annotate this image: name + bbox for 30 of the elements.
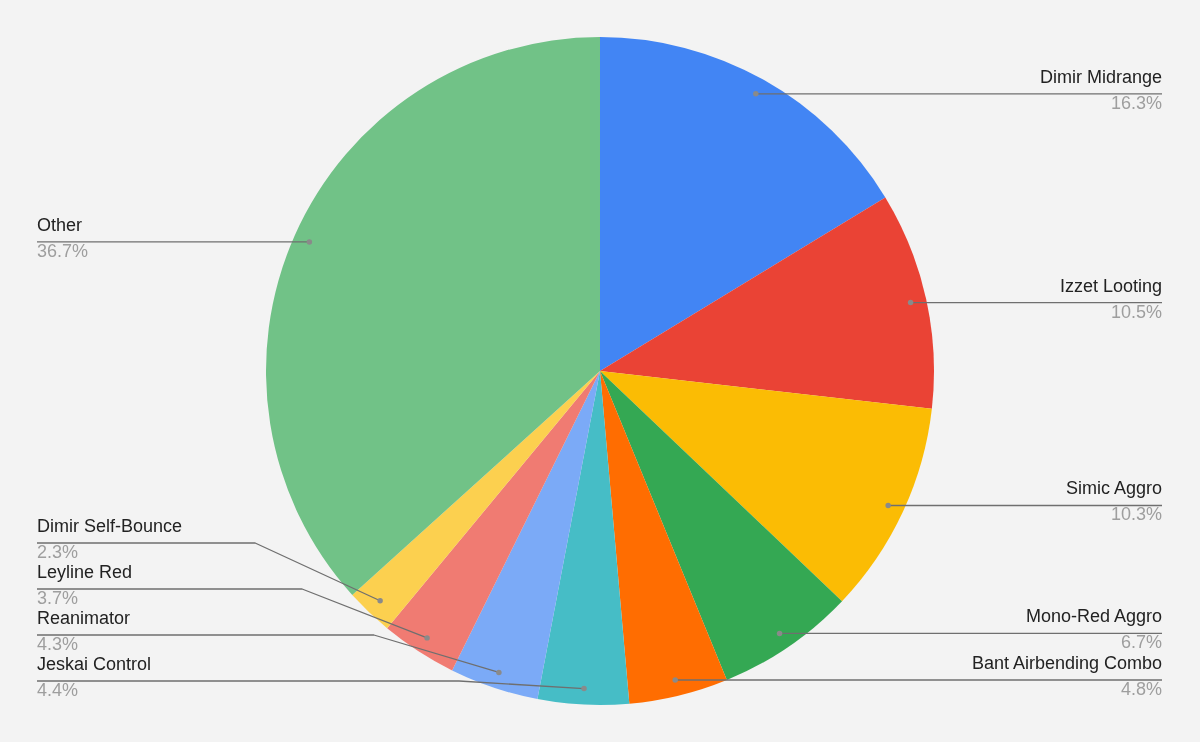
pie-slice — [600, 197, 934, 409]
slice-label: Leyline Red — [37, 562, 133, 582]
slice-label: Other — [37, 214, 83, 235]
data-label: 36.7% — [37, 240, 89, 261]
slice-label: Mono-Red Aggro — [1025, 606, 1162, 627]
pie-slice — [600, 37, 886, 371]
data-label: 4.4% — [37, 680, 79, 700]
data-label: 4.3% — [37, 634, 79, 654]
data-label: 10.3% — [1110, 504, 1162, 525]
data-label: 3.7% — [37, 588, 79, 608]
slice-label: Jeskai Control — [37, 654, 152, 674]
pie-slice — [600, 371, 727, 704]
slice-label: Bant Airbending Combo — [971, 652, 1162, 673]
data-label: 6.7% — [1120, 632, 1162, 653]
data-label: 10.5% — [1110, 301, 1162, 322]
slice-label: Dimir Midrange — [1039, 66, 1162, 87]
pie-slice — [600, 371, 932, 602]
slice-label: Dimir Self-Bounce — [37, 516, 183, 536]
pie-slice — [387, 371, 600, 671]
pie-slice — [352, 371, 600, 629]
slice-label: Izzet Looting — [1059, 275, 1162, 296]
slice-label: Simic Aggro — [1065, 478, 1162, 499]
pie-slice — [537, 371, 630, 705]
slice-label: Reanimator — [37, 608, 131, 628]
data-label: 2.3% — [37, 542, 79, 562]
pie-slice — [266, 37, 600, 596]
data-label: 16.3% — [1110, 92, 1162, 113]
pie-slice — [452, 371, 600, 700]
pie-slice — [600, 371, 843, 680]
data-label: 4.8% — [1120, 678, 1162, 699]
